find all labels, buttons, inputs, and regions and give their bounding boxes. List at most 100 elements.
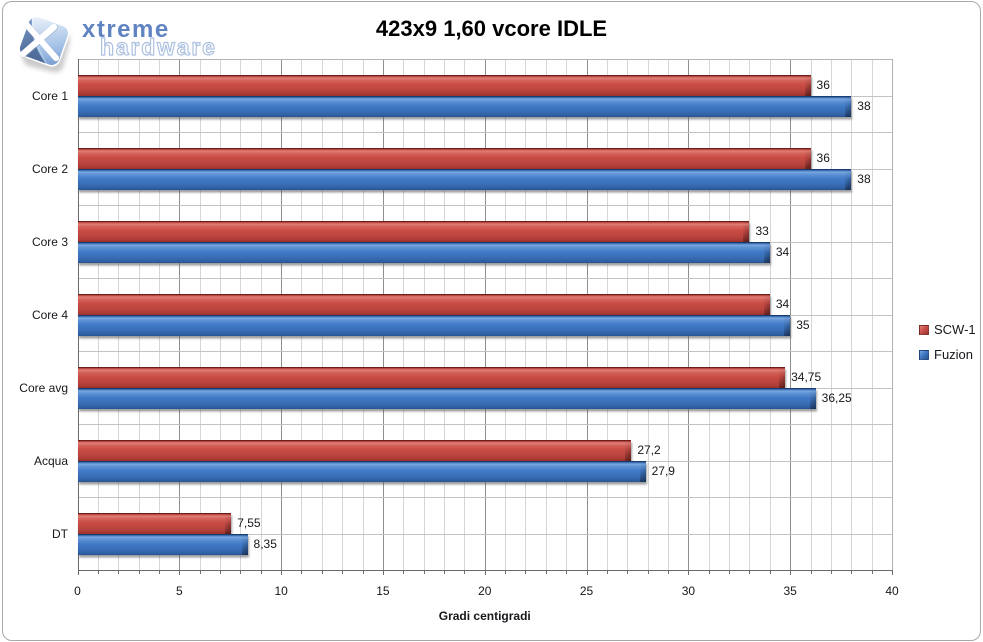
bar-SCW-1-core-1 (77, 74, 811, 96)
legend-swatch-red (919, 324, 929, 335)
x-tick-label: 30 (681, 584, 696, 598)
x-axis-tick (321, 570, 323, 574)
bar-Fuzion-core-3 (77, 241, 771, 263)
bar-Fuzion-core-4 (77, 314, 791, 336)
legend-swatch-blue (919, 349, 929, 360)
bar-value-label: 36 (816, 78, 830, 92)
x-axis-tick (810, 570, 812, 574)
bar-Fuzion-acqua (77, 460, 646, 482)
x-tick-label: 0 (74, 584, 81, 598)
x-axis-tick (77, 570, 79, 575)
gridline-category (77, 533, 892, 535)
category-label: Core 3 (31, 234, 68, 249)
bar-value-label: 8,35 (253, 537, 277, 551)
x-axis-tick (484, 570, 486, 575)
x-tick-label: 15 (376, 584, 390, 598)
x-axis-tick (301, 570, 303, 574)
x-tick-label: 20 (478, 584, 492, 598)
x-axis-tick (708, 570, 710, 574)
bar-value-label: 7,55 (237, 516, 261, 530)
x-axis-tick (423, 570, 425, 574)
gridline-category (77, 351, 892, 352)
x-tick-label: 5 (175, 584, 183, 598)
x-axis-tick (444, 570, 446, 574)
x-tick-label: 10 (274, 584, 288, 598)
x-tick-label: 35 (783, 584, 797, 598)
x-axis-tick (199, 570, 201, 574)
x-axis-tick (179, 570, 181, 575)
brand-line1: xtreme (82, 16, 170, 43)
plot-border-top (77, 59, 893, 60)
bar-Fuzion-dt (77, 533, 248, 555)
bar-Fuzion-core-avg (77, 387, 816, 409)
bar-value-label: 36,25 (821, 391, 852, 405)
bar-SCW-1-core-3 (77, 220, 750, 242)
x-axis-tick (545, 570, 547, 574)
legend-item-fuzion: Fuzion (919, 347, 981, 362)
x-axis-tick (158, 570, 160, 574)
x-axis-tick (525, 570, 527, 574)
x-axis-tick (688, 570, 690, 575)
category-label: Acqua (33, 453, 68, 468)
x-axis-tick (892, 570, 893, 575)
x-axis-tick (729, 570, 731, 574)
x-axis-tick (586, 570, 588, 575)
x-tick-label: 40 (885, 584, 899, 598)
x-axis-tick (749, 570, 751, 574)
bar-Fuzion-core-1 (77, 95, 852, 117)
category-label: Core 1 (31, 88, 68, 103)
xtreme-hardware-logo: xtreme hardware (17, 14, 217, 73)
bar-value-label: 27,2 (637, 443, 661, 457)
x-axis-title: Gradi centigradi (438, 609, 531, 623)
x-axis-tick (566, 570, 568, 574)
x-axis-tick (240, 570, 242, 574)
bar-Fuzion-core-2 (77, 168, 852, 190)
x-tick-label: 25 (579, 584, 594, 598)
x-axis-tick (382, 570, 384, 575)
brand-line2: hardware (100, 34, 217, 60)
chart-title: 423x9 1,60 vcore IDLE (375, 16, 608, 41)
bar-value-label: 38 (857, 99, 871, 113)
category-label: Core 4 (31, 307, 68, 322)
gridline-category (77, 497, 892, 498)
bar-SCW-1-core-avg (77, 366, 786, 388)
legend-label-scw1: SCW-1 (934, 322, 976, 337)
category-label: Core 2 (31, 161, 68, 176)
x-axis-tick (627, 570, 629, 574)
x-axis-tick (769, 570, 771, 574)
category-label: Core avg (19, 380, 68, 395)
x-axis-tick (790, 570, 792, 575)
bar-SCW-1-acqua (77, 439, 632, 461)
category-label: DT (52, 526, 68, 541)
x-axis-tick (606, 570, 608, 574)
x-logo-glyph (19, 20, 60, 62)
x-axis-tick (281, 570, 283, 575)
bar-SCW-1-core-4 (77, 293, 771, 315)
x-axis-tick (342, 570, 344, 574)
x-axis-tick (403, 570, 405, 574)
plot-border-right (892, 59, 893, 570)
bar-value-label: 34 (775, 297, 790, 311)
x-axis-tick (362, 570, 364, 574)
x-axis-tick (138, 570, 140, 574)
legend: SCW-1 Fuzion (919, 322, 981, 372)
gridline-category (77, 205, 892, 206)
gridline-category (77, 424, 892, 425)
x-axis-tick (118, 570, 120, 574)
bar-value-label: 34 (775, 245, 790, 259)
bar-SCW-1-dt (77, 512, 232, 534)
gridline-category (77, 278, 892, 279)
x-axis-tick (830, 570, 832, 574)
x-axis-tick (851, 570, 853, 574)
x-axis-tick (220, 570, 222, 574)
x-axis-tick (668, 570, 669, 574)
x-axis-tick (260, 570, 262, 574)
legend-label-fuzion: Fuzion (934, 347, 974, 362)
x-axis-tick (464, 570, 466, 574)
bar-value-label: 36 (816, 151, 830, 165)
x-axis-tick (97, 570, 99, 574)
bar-value-label: 38 (857, 172, 871, 186)
bar-value-label: 35 (796, 318, 810, 332)
x-axis-tick (871, 570, 873, 574)
